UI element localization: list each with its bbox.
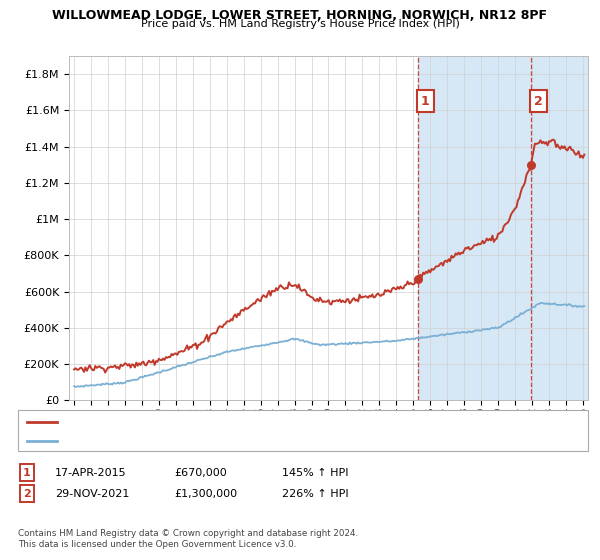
Text: £670,000: £670,000 — [174, 468, 227, 478]
Text: Price paid vs. HM Land Registry's House Price Index (HPI): Price paid vs. HM Land Registry's House … — [140, 19, 460, 29]
Text: 145% ↑ HPI: 145% ↑ HPI — [282, 468, 349, 478]
Bar — [418, 56, 600, 400]
Text: 1: 1 — [23, 468, 31, 478]
Text: WILLOWMEAD LODGE, LOWER STREET, HORNING, NORWICH, NR12 8PF (detached house): WILLOWMEAD LODGE, LOWER STREET, HORNING,… — [61, 417, 500, 427]
Text: 2: 2 — [23, 489, 31, 499]
Text: Contains HM Land Registry data © Crown copyright and database right 2024.
This d: Contains HM Land Registry data © Crown c… — [18, 529, 358, 549]
Text: £1,300,000: £1,300,000 — [174, 489, 237, 499]
Text: 29-NOV-2021: 29-NOV-2021 — [55, 489, 130, 499]
Text: 1: 1 — [421, 95, 430, 108]
Text: 17-APR-2015: 17-APR-2015 — [55, 468, 127, 478]
Text: 226% ↑ HPI: 226% ↑ HPI — [282, 489, 349, 499]
Text: WILLOWMEAD LODGE, LOWER STREET, HORNING, NORWICH, NR12 8PF: WILLOWMEAD LODGE, LOWER STREET, HORNING,… — [53, 9, 548, 22]
Text: HPI: Average price, detached house, North Norfolk: HPI: Average price, detached house, Nort… — [61, 436, 307, 446]
Text: 2: 2 — [534, 95, 543, 108]
